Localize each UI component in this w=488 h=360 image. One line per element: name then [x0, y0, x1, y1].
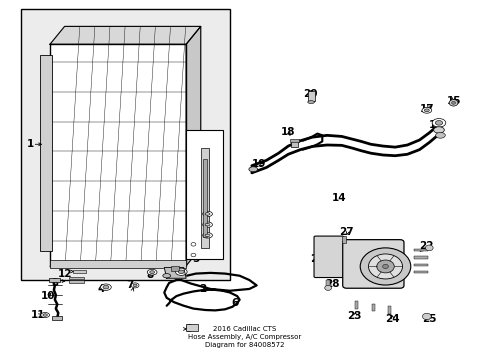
Text: 8: 8: [146, 270, 153, 280]
Ellipse shape: [103, 285, 109, 289]
Bar: [170, 266, 179, 271]
Bar: [50, 260, 186, 267]
Bar: [325, 280, 329, 287]
Text: 5: 5: [192, 253, 199, 264]
Circle shape: [425, 245, 432, 251]
Text: 7: 7: [126, 280, 134, 291]
Text: 4: 4: [97, 284, 104, 294]
Bar: [290, 140, 297, 147]
Text: 28: 28: [324, 279, 339, 289]
Text: 17: 17: [419, 104, 433, 113]
Circle shape: [422, 313, 430, 320]
Bar: [413, 249, 427, 251]
Ellipse shape: [435, 132, 445, 138]
Bar: [69, 277, 84, 279]
Text: 14: 14: [331, 193, 346, 203]
Text: 10: 10: [41, 291, 56, 301]
Ellipse shape: [204, 224, 209, 226]
Ellipse shape: [178, 270, 184, 274]
Ellipse shape: [204, 213, 209, 215]
Polygon shape: [164, 267, 186, 278]
Bar: [413, 271, 427, 273]
Ellipse shape: [433, 127, 444, 133]
Text: 24: 24: [385, 314, 399, 324]
Ellipse shape: [175, 268, 187, 275]
Bar: [202, 158, 206, 237]
Text: 18: 18: [281, 127, 295, 137]
Text: 13: 13: [169, 269, 183, 279]
Bar: [371, 303, 374, 311]
Circle shape: [376, 260, 393, 273]
Bar: [341, 236, 345, 243]
Bar: [69, 280, 84, 283]
Circle shape: [188, 251, 198, 258]
Bar: [289, 139, 298, 143]
Bar: [413, 256, 427, 258]
Polygon shape: [50, 26, 201, 44]
Circle shape: [382, 264, 387, 269]
Ellipse shape: [133, 284, 137, 287]
Circle shape: [188, 241, 198, 248]
Circle shape: [451, 102, 455, 104]
Ellipse shape: [431, 118, 445, 127]
Bar: [186, 324, 198, 331]
Text: 21: 21: [373, 247, 387, 256]
Text: 27: 27: [339, 227, 353, 237]
Ellipse shape: [163, 274, 170, 278]
Ellipse shape: [147, 269, 157, 275]
Ellipse shape: [101, 284, 111, 291]
Ellipse shape: [202, 211, 212, 217]
Polygon shape: [186, 26, 201, 266]
Circle shape: [191, 253, 196, 257]
FancyBboxPatch shape: [313, 236, 343, 278]
Text: 1: 1: [27, 139, 34, 149]
Bar: [413, 264, 427, 266]
Ellipse shape: [149, 271, 154, 274]
Bar: [73, 270, 85, 273]
Ellipse shape: [202, 233, 212, 238]
Text: 25: 25: [421, 314, 436, 324]
Text: 2: 2: [199, 284, 206, 294]
Ellipse shape: [248, 167, 257, 172]
Text: 19: 19: [251, 159, 266, 169]
Text: 26: 26: [309, 253, 324, 264]
Ellipse shape: [43, 314, 47, 316]
Text: 3: 3: [51, 278, 59, 288]
Bar: [40, 55, 52, 251]
Bar: [355, 301, 358, 309]
Text: 12: 12: [57, 269, 72, 279]
Bar: [387, 306, 390, 314]
Bar: [21, 9, 229, 280]
Text: 22: 22: [419, 241, 433, 251]
Ellipse shape: [131, 283, 139, 288]
Bar: [307, 91, 314, 102]
Text: 2016 Cadillac CTS
Hose Assembly, A/C Compressor
Diagram for 84008572: 2016 Cadillac CTS Hose Assembly, A/C Com…: [187, 326, 301, 348]
Bar: [52, 316, 62, 320]
Circle shape: [324, 285, 331, 291]
Circle shape: [360, 248, 410, 285]
Bar: [186, 130, 222, 258]
Ellipse shape: [307, 101, 314, 104]
Circle shape: [191, 243, 196, 246]
Text: 23: 23: [346, 311, 361, 321]
Text: 15: 15: [446, 96, 460, 107]
Bar: [49, 278, 60, 282]
Text: 9: 9: [184, 324, 192, 334]
FancyBboxPatch shape: [342, 240, 403, 288]
Ellipse shape: [434, 121, 442, 125]
Text: 11: 11: [31, 310, 45, 320]
Ellipse shape: [202, 222, 212, 227]
Ellipse shape: [204, 234, 209, 237]
Text: 16: 16: [428, 120, 443, 130]
Text: 6: 6: [231, 298, 238, 308]
Ellipse shape: [186, 326, 195, 331]
Text: 20: 20: [302, 89, 317, 99]
Ellipse shape: [41, 312, 49, 318]
Ellipse shape: [421, 108, 431, 113]
Circle shape: [448, 100, 457, 106]
Ellipse shape: [424, 109, 428, 112]
Circle shape: [368, 254, 402, 279]
Polygon shape: [50, 44, 186, 266]
Bar: [201, 148, 208, 248]
